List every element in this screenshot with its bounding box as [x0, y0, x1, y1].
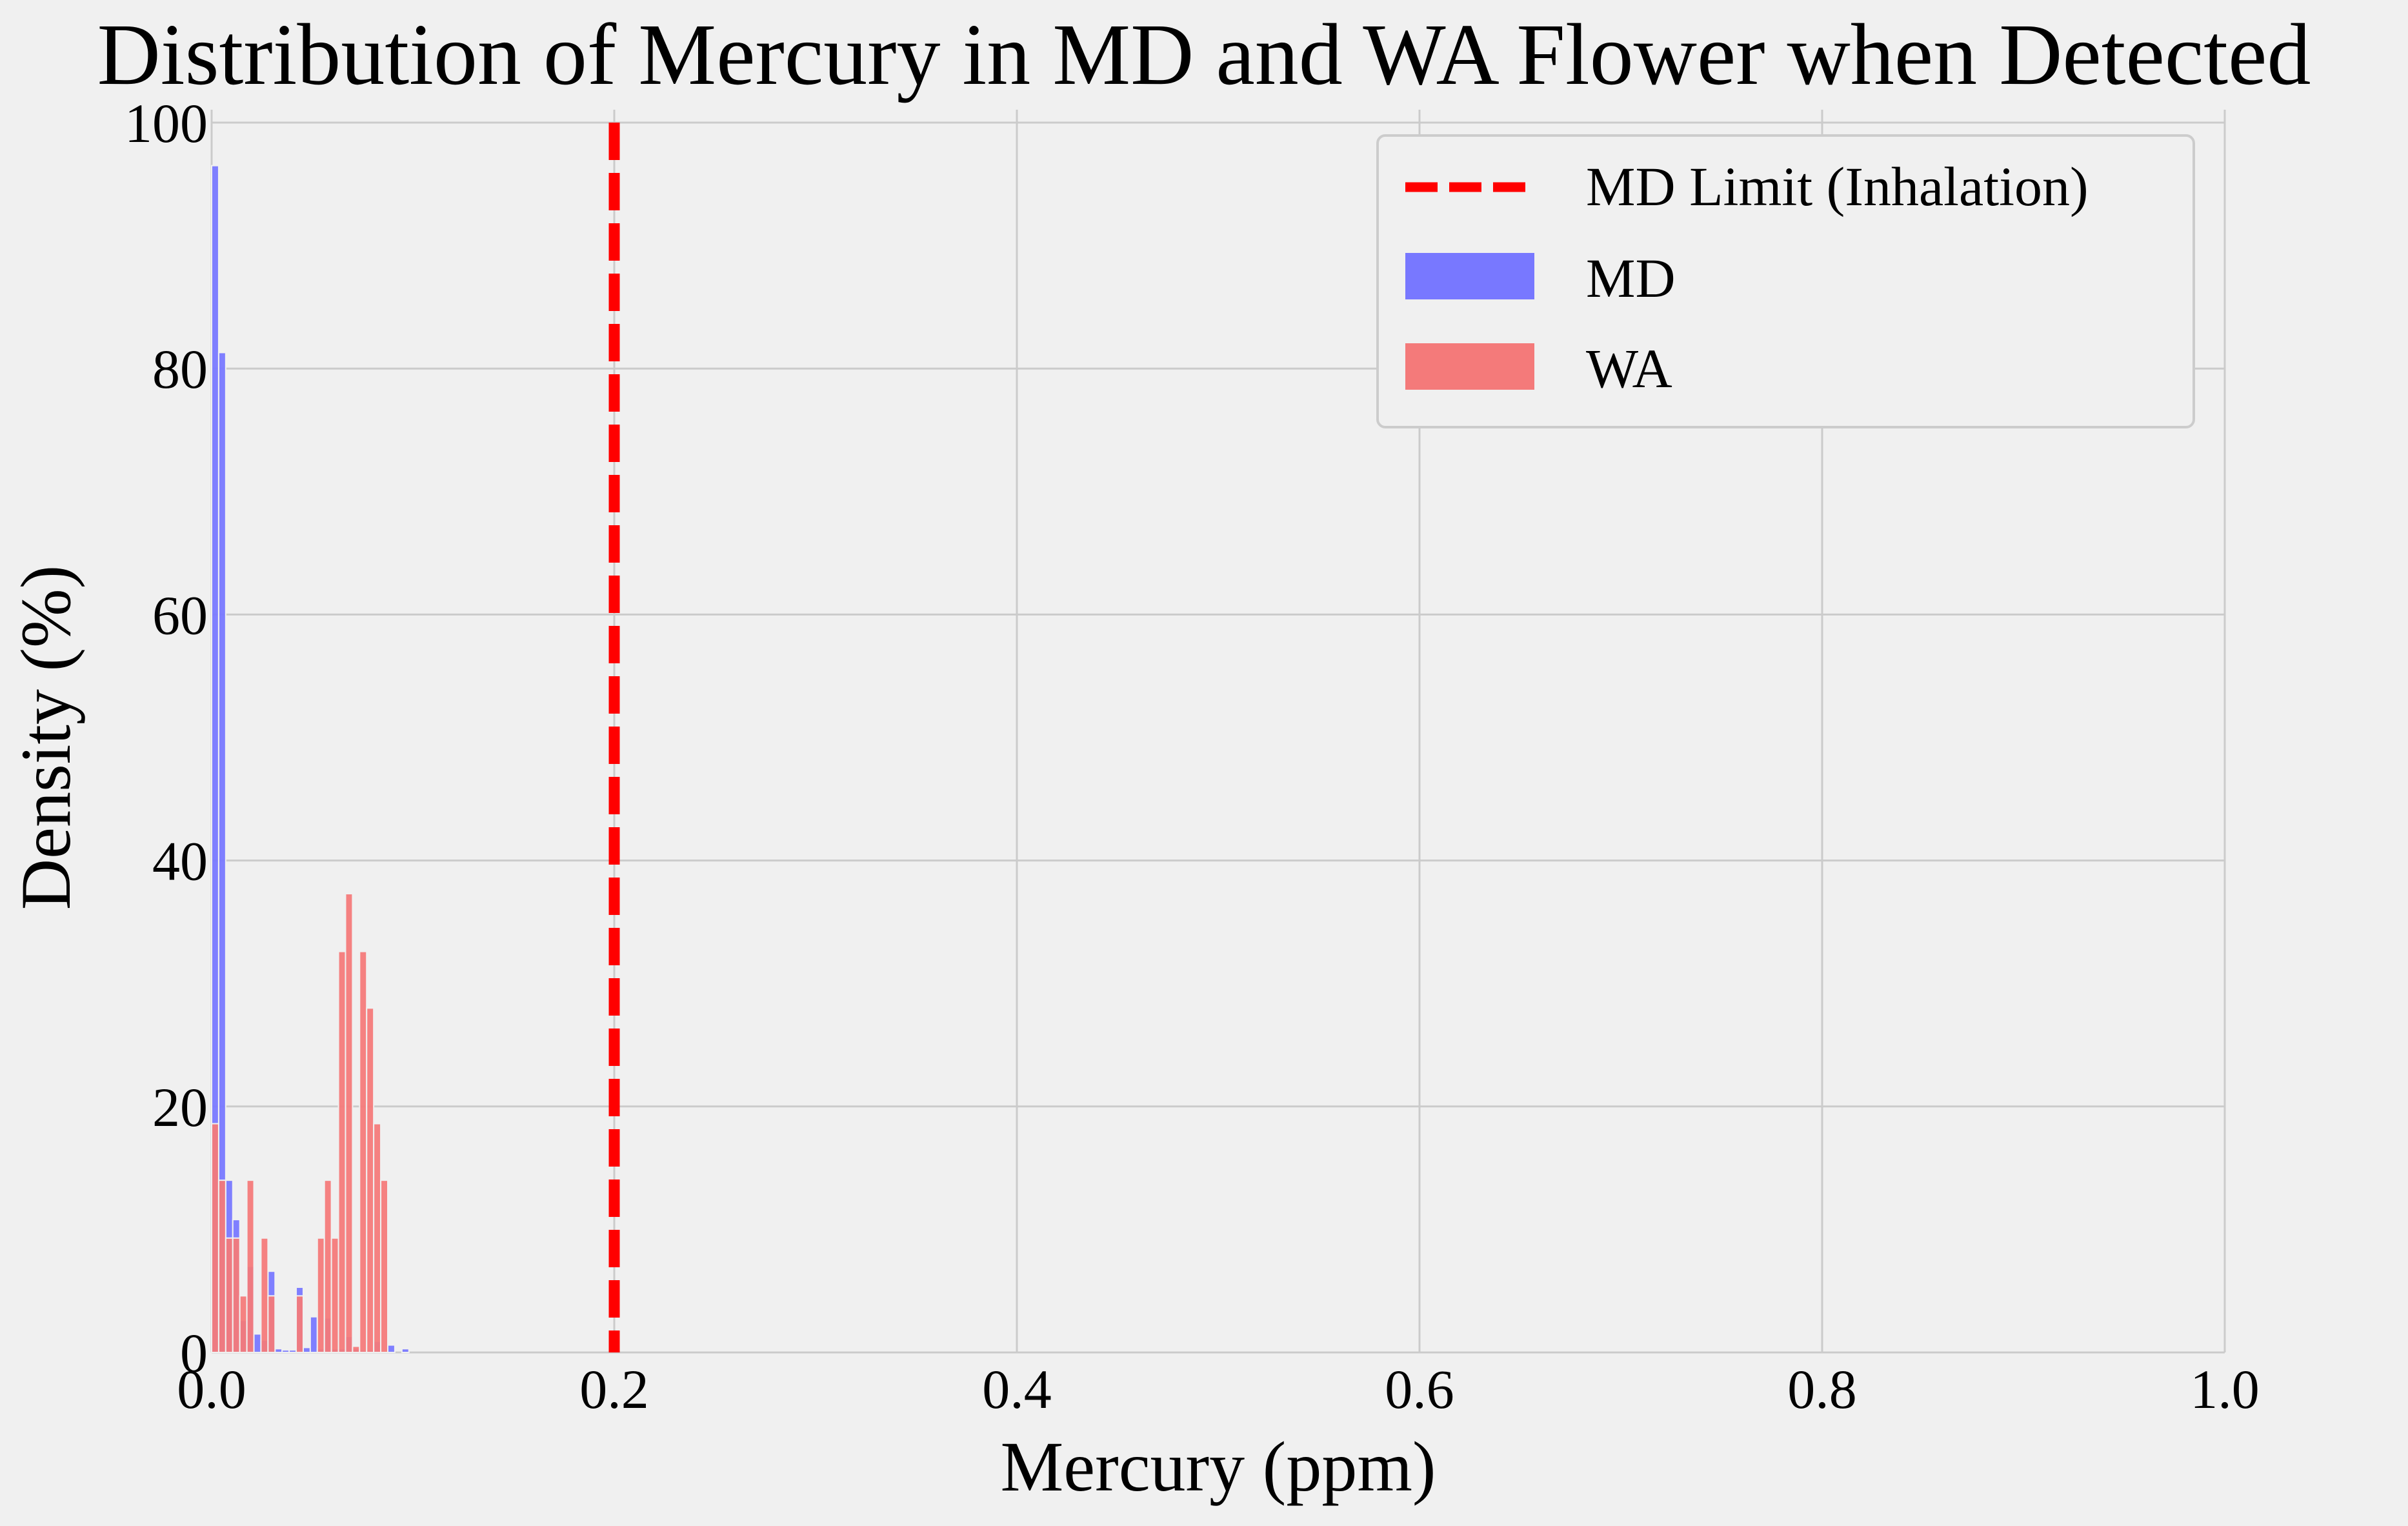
x-tick-label: 0.6 [1385, 1358, 1454, 1420]
legend-wa-label: WA [1586, 337, 1672, 399]
md-bar [302, 1347, 311, 1353]
x-axis-label: Mercury (ppm) [1000, 1427, 1436, 1506]
legend-md-swatch [1405, 253, 1534, 299]
y-tick-label: 80 [152, 338, 208, 400]
y-tick-label: 60 [152, 584, 208, 646]
wa-bar [373, 1123, 382, 1353]
y-tick-label: 100 [125, 92, 208, 154]
x-tick-label: 0.4 [982, 1358, 1052, 1420]
wa-bar [330, 1237, 339, 1353]
md-bar [401, 1348, 410, 1353]
wa-bar [217, 1180, 226, 1354]
x-tick-label: 0.8 [1787, 1358, 1857, 1420]
y-tick-label: 40 [152, 830, 208, 892]
wa-bar [267, 1295, 276, 1353]
wa-bar [366, 1007, 375, 1353]
wa-bar [316, 1237, 325, 1353]
wa-bar [260, 1237, 269, 1353]
y-axis-label: Density (%) [6, 565, 85, 910]
wa-bar [232, 1237, 241, 1353]
md-bar [288, 1349, 297, 1353]
legend-wa-swatch [1405, 343, 1534, 390]
md-bar [253, 1333, 262, 1353]
wa-bar [211, 1123, 219, 1353]
legend: MD Limit (Inhalation) MD WA [1376, 134, 2195, 428]
wa-bar [246, 1180, 255, 1354]
legend-md-limit-label: MD Limit (Inhalation) [1586, 156, 2089, 217]
tick-labels: 0.0 0.2 0.4 0.6 0.8 1.0 0 20 40 60 80 100 [125, 92, 2260, 1420]
legend-md-label: MD [1586, 247, 1676, 309]
md-bar [309, 1316, 318, 1353]
wa-bar [345, 893, 354, 1353]
wa-bar [296, 1295, 304, 1353]
wa-bar [352, 1345, 361, 1353]
wa-bar [225, 1237, 234, 1353]
md-bar [281, 1349, 290, 1353]
wa-bar [337, 950, 346, 1354]
wa-bar [359, 950, 368, 1354]
md-bar [274, 1348, 283, 1353]
legend-frame [1376, 134, 2195, 428]
y-tick-label: 20 [152, 1076, 208, 1138]
md-bar [387, 1344, 396, 1353]
wa-bars [211, 893, 389, 1354]
y-tick-label: 0 [180, 1322, 208, 1384]
x-tick-label: 1.0 [2190, 1358, 2260, 1420]
wa-bar [323, 1180, 332, 1354]
x-tick-label: 0.0 [177, 1358, 246, 1420]
chart-title: Distribution of Mercury in MD and WA Flo… [97, 6, 2311, 103]
x-tick-label: 0.2 [579, 1358, 649, 1420]
wa-bar [380, 1180, 389, 1354]
wa-bar [239, 1295, 248, 1353]
